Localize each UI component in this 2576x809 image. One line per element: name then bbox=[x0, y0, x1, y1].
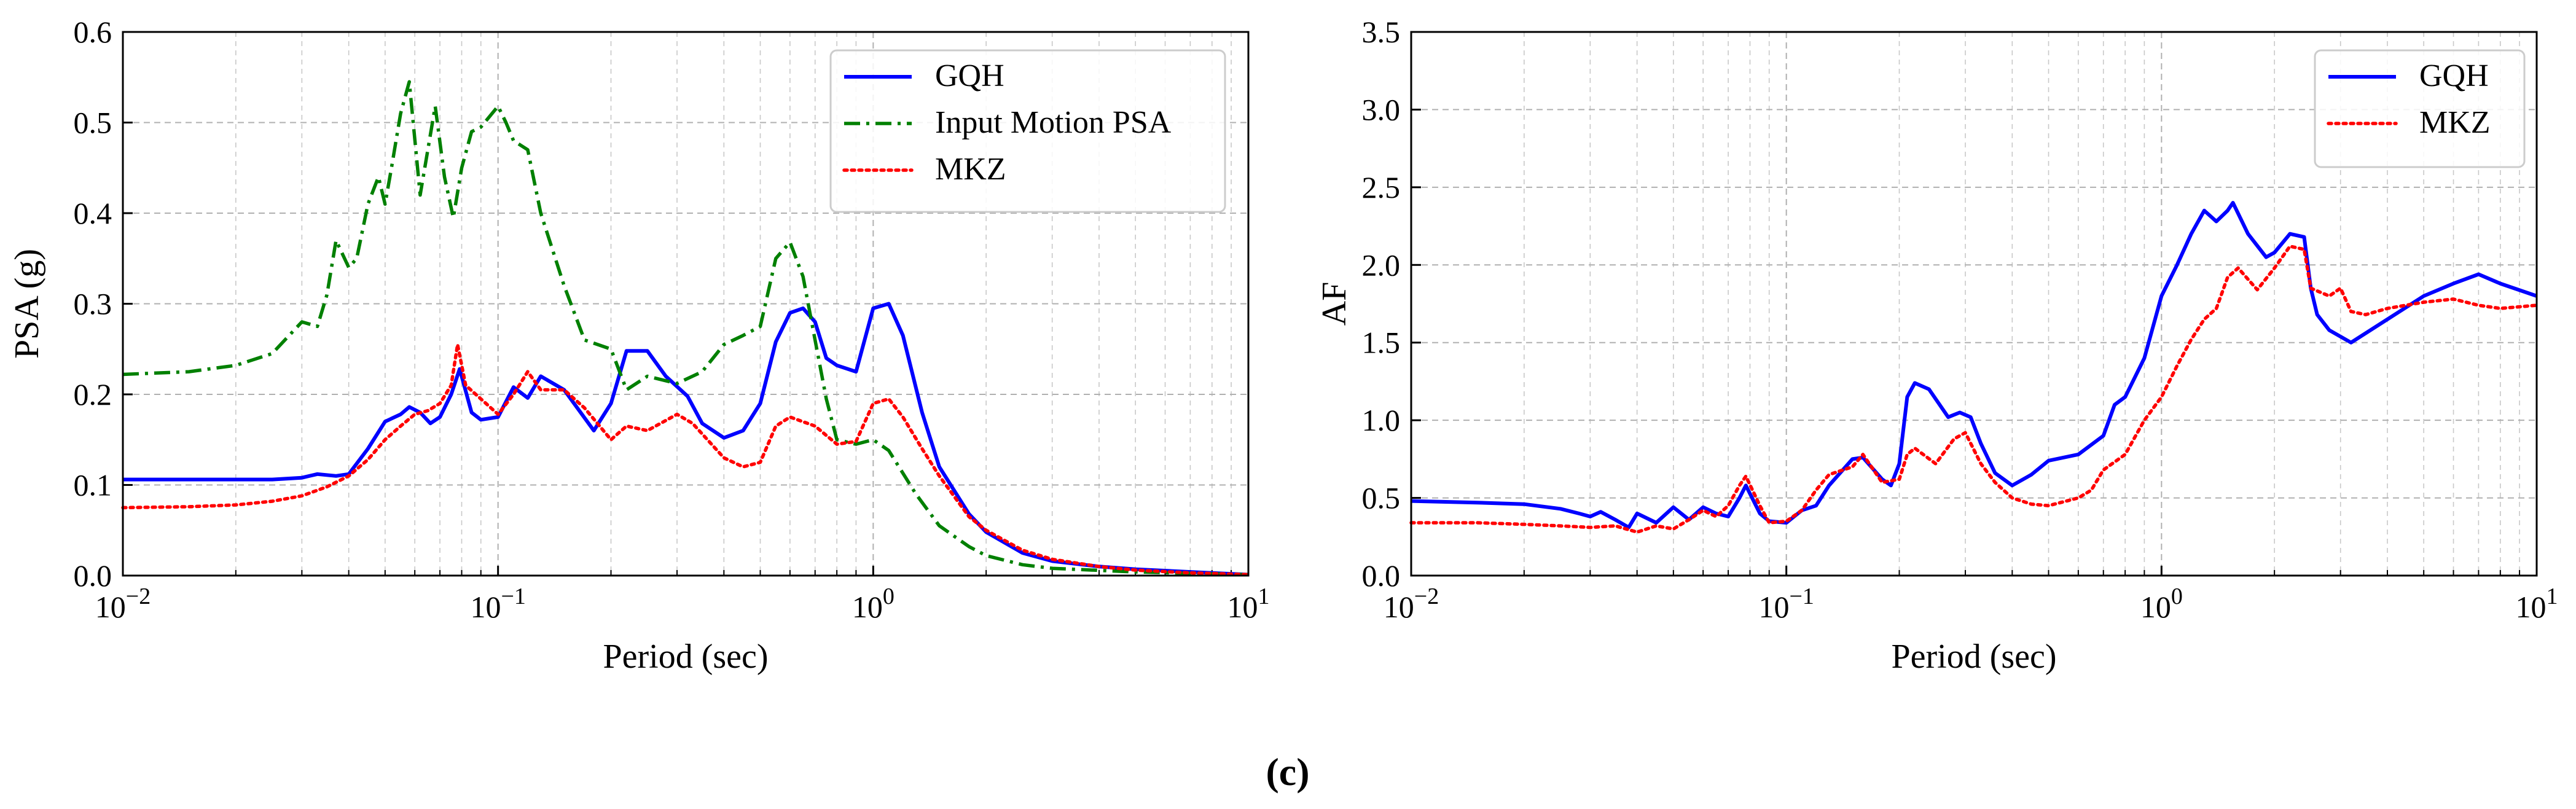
legend-label: GQH bbox=[2419, 58, 2489, 93]
chart-psa: 10−2 10−1 100 101 0.0 0.1 0.2 0.3 0.4 0.5 0.6 Perio… bbox=[8, 15, 1270, 676]
x-axis-label: Period (sec) bbox=[603, 638, 768, 676]
x-axis-label: Period (sec) bbox=[1891, 638, 2056, 676]
y-tick-label: 3.0 bbox=[1362, 92, 1401, 127]
legend-label: GQH bbox=[935, 58, 1004, 93]
legend-label: Input Motion PSA bbox=[935, 105, 1172, 140]
x-tick-label: 100 bbox=[852, 584, 895, 624]
legend-label: MKZ bbox=[2419, 105, 2491, 140]
series-line-gqh bbox=[1411, 201, 2537, 530]
y-axis-label: AF bbox=[1315, 282, 1353, 326]
y-tick-label: 0.0 bbox=[74, 558, 112, 593]
legend-frame bbox=[829, 49, 1226, 213]
x-tick-label: 10−2 bbox=[95, 584, 151, 624]
x-tick-label: 10−1 bbox=[1758, 584, 1814, 624]
y-axis-label: PSA (g) bbox=[8, 249, 46, 359]
series-line-mkz bbox=[121, 343, 1250, 577]
y-tick-label: 1.5 bbox=[1362, 326, 1401, 360]
y-tick-label: 0.5 bbox=[74, 106, 112, 140]
legend: GQH MKZ bbox=[2314, 49, 2526, 168]
y-tick-label: 1.0 bbox=[1362, 403, 1401, 437]
x-tick-label: 10−2 bbox=[1384, 584, 1439, 624]
legend-frame bbox=[2314, 49, 2526, 168]
y-tick-label: 0.4 bbox=[74, 196, 112, 230]
x-tick-label: 101 bbox=[1227, 584, 1270, 624]
y-tick-label: 0.2 bbox=[74, 377, 112, 412]
y-tick-label: 0.0 bbox=[1362, 558, 1401, 593]
y-tick-label: 0.1 bbox=[74, 468, 112, 502]
y-tick-label: 2.5 bbox=[1362, 170, 1401, 205]
y-tick-label: 0.6 bbox=[74, 15, 112, 49]
series-line-mkz bbox=[1409, 244, 2539, 534]
y-tick-label: 0.5 bbox=[1362, 481, 1401, 515]
series-line-gqh bbox=[123, 302, 1249, 577]
figure-caption: (c) bbox=[1266, 750, 1309, 794]
x-tick-label: 101 bbox=[2516, 584, 2558, 624]
x-tick-label: 100 bbox=[2140, 584, 2183, 624]
legend-label: MKZ bbox=[935, 152, 1006, 187]
chart-af: 10−2 10−1 100 101 0.0 0.5 1.0 1.5 2.0 2.5 3.0 3.5 Pe… bbox=[1315, 15, 2558, 676]
y-tick-label: 2.0 bbox=[1362, 248, 1401, 282]
y-tick-label: 0.3 bbox=[74, 287, 112, 321]
legend: GQH Input Motion PSA MKZ bbox=[829, 49, 1226, 213]
y-tick-label: 3.5 bbox=[1362, 15, 1401, 49]
series-line-input-motion-psa bbox=[122, 80, 1249, 577]
plot-frame bbox=[1410, 31, 2538, 577]
x-tick-label: 10−1 bbox=[470, 584, 525, 624]
